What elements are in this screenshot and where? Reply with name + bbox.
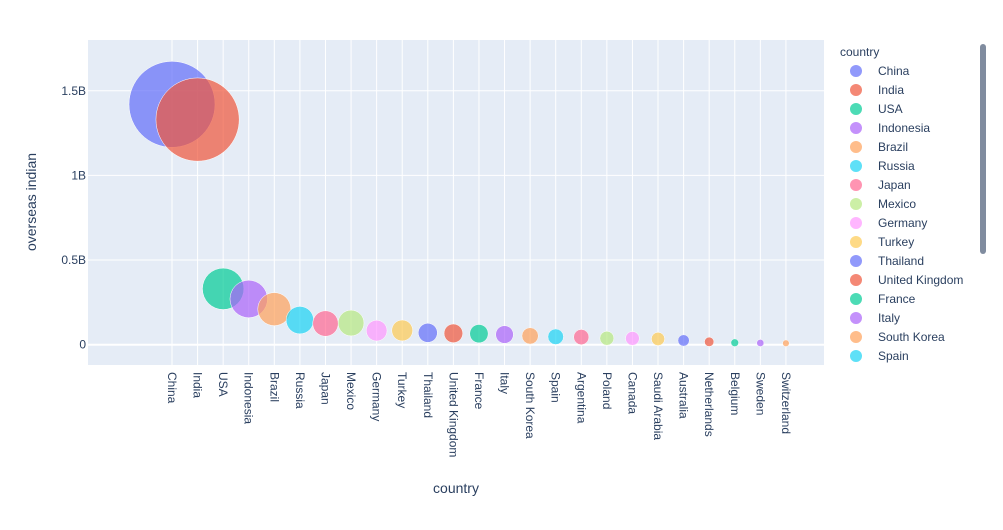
legend-item-germany[interactable]: Germany <box>878 216 927 230</box>
bubble-india[interactable] <box>155 77 240 162</box>
legend-marker[interactable] <box>850 350 862 362</box>
x-tick-label: Sweden <box>753 372 767 415</box>
legend-marker[interactable] <box>850 141 862 153</box>
bubble-thailand[interactable] <box>418 323 438 343</box>
legend[interactable]: country China India USA Indonesia Brazil Russ… <box>840 45 963 363</box>
legend-item-japan[interactable]: Japan <box>878 178 911 192</box>
x-tick-label: Netherlands <box>702 372 716 437</box>
legend-item-brazil[interactable]: Brazil <box>878 140 908 154</box>
x-tick-label: China <box>165 372 179 404</box>
x-tick-label: USA <box>216 372 230 397</box>
bubble-layer[interactable] <box>128 61 790 347</box>
legend-marker[interactable] <box>850 65 862 77</box>
x-axis-title: country <box>433 480 479 496</box>
bubble-netherlands[interactable] <box>704 336 715 347</box>
x-tick-label: Spain <box>549 372 563 403</box>
legend-item-usa[interactable]: USA <box>878 102 903 116</box>
legend-item-spain[interactable]: Spain <box>878 349 909 363</box>
x-tick-label: Mexico <box>344 372 358 410</box>
legend-item-united-kingdom[interactable]: United Kingdom <box>878 273 963 287</box>
bubble-australia[interactable] <box>677 334 690 347</box>
legend-item-india[interactable]: India <box>878 83 904 97</box>
x-tick-label: Australia <box>677 372 691 419</box>
x-tick-label: Saudi Arabia <box>651 372 665 440</box>
bubble-turkey[interactable] <box>391 319 413 342</box>
legend-marker[interactable] <box>850 331 862 343</box>
bubble-brazil[interactable] <box>257 292 292 326</box>
bubble-france[interactable] <box>469 324 489 344</box>
y-tick-label: 1B <box>71 168 86 182</box>
y-tick-label: 0.5B <box>61 253 86 267</box>
x-tick-label: Brazil <box>267 372 281 402</box>
x-tick-label: Argentina <box>574 372 588 424</box>
legend-marker[interactable] <box>850 84 862 96</box>
legend-marker[interactable] <box>850 198 862 210</box>
legend-marker[interactable] <box>850 179 862 191</box>
legend-item-italy[interactable]: Italy <box>878 311 900 325</box>
bubble-south-korea[interactable] <box>521 327 539 345</box>
x-tick-label: Indonesia <box>242 372 256 424</box>
x-tick-label: Japan <box>318 372 332 405</box>
bubble-spain[interactable] <box>547 328 564 345</box>
bubble-germany[interactable] <box>365 319 388 342</box>
x-tick-label: Turkey <box>395 372 409 408</box>
legend-marker[interactable] <box>850 160 862 172</box>
legend-marker[interactable] <box>850 255 862 267</box>
x-tick-label: Belgium <box>728 372 742 415</box>
legend-marker[interactable] <box>850 236 862 248</box>
legend-marker[interactable] <box>850 293 862 305</box>
bubble-russia[interactable] <box>285 306 314 335</box>
x-tick-label: South Korea <box>523 372 537 439</box>
bubble-argentina[interactable] <box>573 329 590 345</box>
bubble-united-kingdom[interactable] <box>443 323 463 343</box>
y-axis-ticks: 0 0.5B 1B 1.5B <box>61 84 86 352</box>
bubble-switzerland[interactable] <box>782 339 790 347</box>
x-tick-label: Italy <box>498 372 512 394</box>
legend-item-mexico[interactable]: Mexico <box>878 197 916 211</box>
y-tick-label: 0 <box>79 338 86 352</box>
legend-item-china[interactable]: China <box>878 64 910 78</box>
bubble-canada[interactable] <box>625 331 640 346</box>
bubble-italy[interactable] <box>495 325 514 344</box>
x-tick-label: Thailand <box>421 372 435 418</box>
y-axis-title: overseas indian <box>23 153 39 251</box>
bubble-saudi-arabia[interactable] <box>651 332 665 346</box>
x-axis-ticks: China India USA Indonesia Brazil Russia Japan M… <box>165 372 793 457</box>
x-tick-label: Switzerland <box>779 372 793 434</box>
legend-item-russia[interactable]: Russia <box>878 159 915 173</box>
bubble-sweden[interactable] <box>756 339 765 347</box>
y-tick-label: 1.5B <box>61 84 86 98</box>
legend-marker[interactable] <box>850 122 862 134</box>
legend-item-turkey[interactable]: Turkey <box>878 235 914 249</box>
legend-item-thailand[interactable]: Thailand <box>878 254 924 268</box>
bubble-poland[interactable] <box>599 330 615 346</box>
legend-marker[interactable] <box>850 217 862 229</box>
legend-title: country <box>840 45 879 59</box>
legend-item-france[interactable]: France <box>878 292 916 306</box>
legend-marker[interactable] <box>850 312 862 324</box>
legend-item-south-korea[interactable]: South Korea <box>878 330 945 344</box>
x-tick-label: Germany <box>370 372 384 421</box>
x-tick-label: India <box>191 372 205 398</box>
legend-item-indonesia[interactable]: Indonesia <box>878 121 930 135</box>
x-tick-label: United Kingdom <box>446 372 460 457</box>
x-tick-label: Poland <box>600 372 614 409</box>
legend-marker[interactable] <box>850 103 862 115</box>
x-tick-label: France <box>472 372 486 410</box>
legend-marker[interactable] <box>850 274 862 286</box>
bubble-japan[interactable] <box>312 310 339 337</box>
bubble-belgium[interactable] <box>730 338 739 347</box>
x-tick-label: Russia <box>293 372 307 409</box>
bubble-mexico[interactable] <box>337 309 365 337</box>
x-tick-label: Canada <box>625 372 639 414</box>
legend-scrollbar[interactable] <box>980 44 986 254</box>
